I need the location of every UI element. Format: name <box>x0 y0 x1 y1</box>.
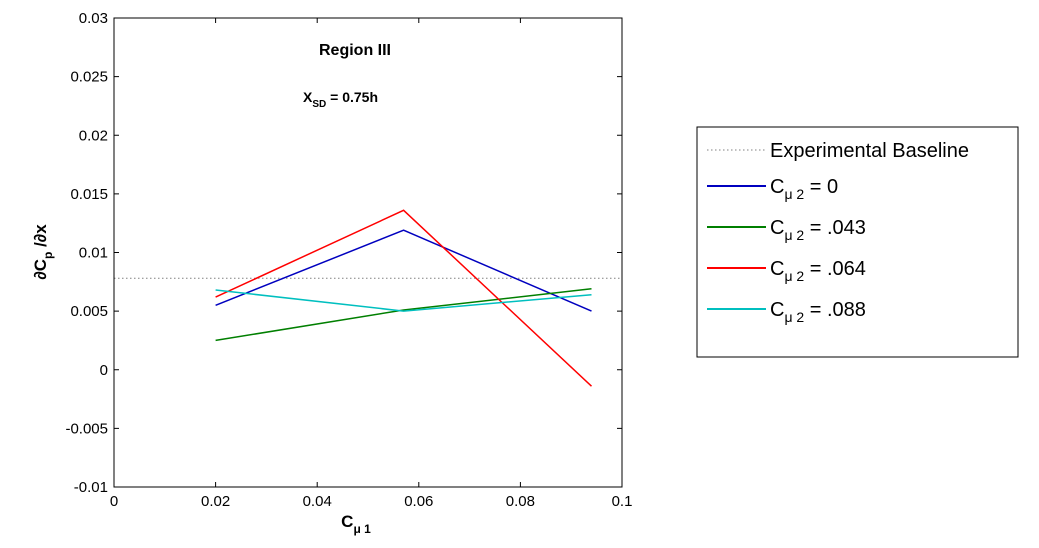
series-line-1 <box>215 288 592 342</box>
legend-label-1: Cμ 2 = .043 <box>770 217 866 243</box>
data-lines <box>114 209 622 387</box>
x-tick-label: 0 <box>110 493 118 510</box>
legend-box <box>696 126 1019 358</box>
legend-baseline-label: Experimental Baseline <box>770 140 969 162</box>
y-tick-label: 0.01 <box>79 245 108 262</box>
y-tick-label: 0.02 <box>79 127 108 144</box>
y-tick-label: -0.01 <box>74 479 108 496</box>
y-axis-ticks: -0.01 -0.005 0 0.005 0.01 0.015 0.02 0.025 0.03 <box>65 10 622 496</box>
region-annotation: Region III <box>319 42 391 59</box>
x-tick-label: 0.08 <box>506 493 535 510</box>
x-axis-ticks: 0 0.02 0.04 0.06 0.08 0.1 <box>110 18 633 510</box>
y-tick-label: 0.015 <box>70 186 108 203</box>
x-axis-label: Cμ 1 <box>341 512 371 536</box>
y-tick-label: 0.025 <box>70 69 108 86</box>
series-line-0 <box>215 229 592 312</box>
series-line-2 <box>215 209 593 387</box>
legend: Experimental Baseline Cμ 2 = 0 Cμ 2 = .043… <box>696 126 1019 358</box>
plot-area <box>114 18 622 487</box>
plot-frame <box>113 17 623 488</box>
x-tick-label: 0.1 <box>612 493 633 510</box>
legend-label-0: Cμ 2 = 0 <box>770 176 838 202</box>
y-tick-label: 0.03 <box>79 10 108 27</box>
y-axis-label: ∂Cp /∂x <box>31 224 55 280</box>
x-tick-label: 0.02 <box>201 493 230 510</box>
legend-label-3: Cμ 2 = .088 <box>770 299 866 325</box>
x-tick-label: 0.04 <box>303 493 332 510</box>
y-tick-label: -0.005 <box>65 420 108 437</box>
series-line-3 <box>215 289 592 312</box>
legend-label-2: Cμ 2 = .064 <box>770 258 866 284</box>
xsd-annotation: XSD = 0.75h <box>303 89 378 110</box>
y-tick-label: 0 <box>100 362 108 379</box>
x-tick-label: 0.06 <box>404 493 433 510</box>
y-tick-label: 0.005 <box>70 303 108 320</box>
